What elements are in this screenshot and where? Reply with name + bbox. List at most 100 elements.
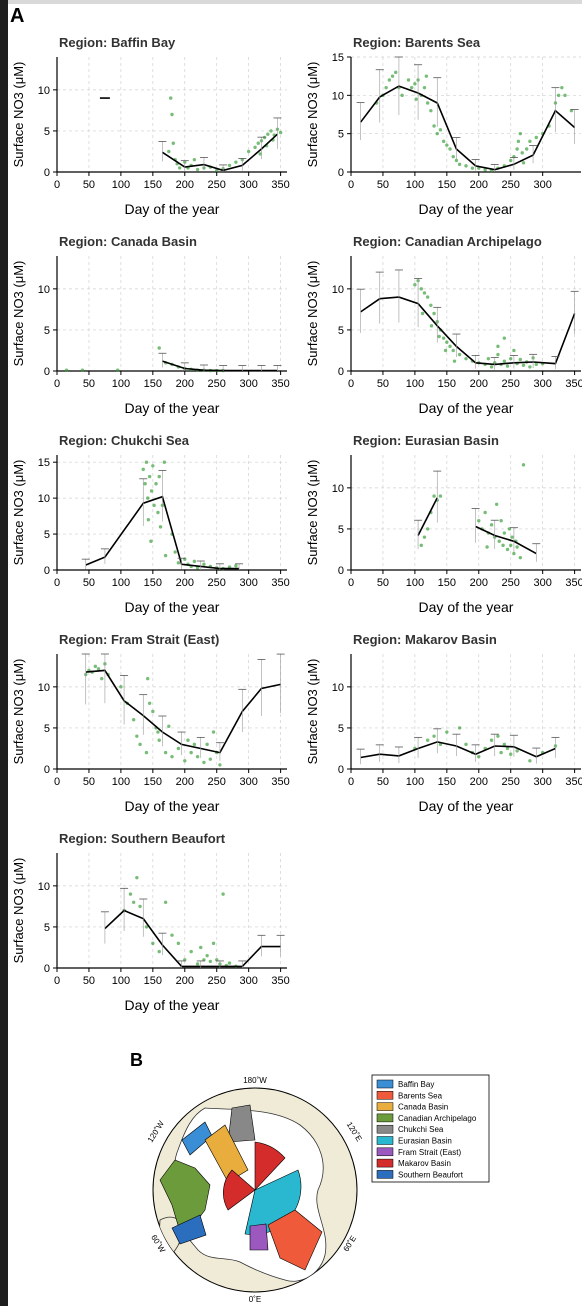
data-point <box>135 734 139 738</box>
x-tick-label: 350 <box>565 577 582 589</box>
data-point <box>424 74 429 78</box>
x-tick-label: 300 <box>239 975 257 987</box>
chart-title: Region: Fram Strait (East) <box>59 632 219 647</box>
data-point <box>227 163 232 168</box>
data-point <box>218 763 222 767</box>
data-point <box>170 754 174 759</box>
x-tick-label: 300 <box>239 378 257 390</box>
x-tick-label: 200 <box>176 577 194 589</box>
y-tick-label: 0 <box>44 366 50 378</box>
data-point <box>246 149 251 154</box>
data-point <box>390 74 395 78</box>
data-point <box>146 517 151 522</box>
x-tick-label: 200 <box>470 776 488 788</box>
x-tick-label: 350 <box>565 378 582 390</box>
data-point <box>115 368 120 372</box>
data-point <box>521 161 526 165</box>
data-point <box>186 738 190 742</box>
x-tick-label: 150 <box>438 577 456 589</box>
data-point <box>437 334 441 339</box>
y-tick-label: 0 <box>44 764 50 776</box>
data-point <box>534 362 538 367</box>
y-axis-label: Surface NO3 (μM) <box>11 858 26 964</box>
x-tick-label: 300 <box>533 776 551 788</box>
x-axis-label: Day of the year <box>419 400 514 416</box>
x-axis-label: Day of the year <box>125 997 220 1013</box>
data-point <box>406 78 411 82</box>
y-tick-label: 10 <box>332 90 344 102</box>
data-point <box>253 145 257 150</box>
y-tick-label: 15 <box>38 457 50 469</box>
data-point <box>400 93 404 98</box>
data-point <box>131 900 136 904</box>
data-point <box>489 523 494 527</box>
legend-swatch-fram-strait-east <box>376 1147 394 1157</box>
data-point <box>202 760 206 765</box>
data-point <box>144 925 149 929</box>
region-fram-strait-east <box>249 1223 269 1251</box>
data-point <box>157 474 161 479</box>
arctic-map: 180˚W 0˚E 120˚W 60˚W 120˚E 60˚E <box>146 1076 364 1304</box>
x-tick-label: 50 <box>377 577 389 589</box>
data-point <box>163 900 168 904</box>
data-point <box>505 364 510 368</box>
data-point <box>387 78 392 82</box>
data-point <box>528 759 532 763</box>
data-point <box>167 724 171 728</box>
data-point <box>151 941 155 946</box>
x-tick-label: 100 <box>112 577 130 589</box>
chart-region-fram-strait-east: Region: Fram Strait (East)0 50 100 150 200 25… <box>11 632 290 814</box>
points <box>167 96 283 173</box>
x-tick-label: 200 <box>470 577 488 589</box>
legend-label-southern-beaufort: Southern Beaufort <box>398 1170 464 1179</box>
x-tick-label: 50 <box>377 179 389 191</box>
data-point <box>149 489 154 493</box>
x-tick-label: 150 <box>438 776 456 788</box>
y-tick-label: 5 <box>44 529 50 541</box>
y-tick-label: 10 <box>38 85 50 97</box>
legend-label-barents-sea: Barents Sea <box>398 1091 443 1100</box>
x-tick-label: 150 <box>438 179 456 191</box>
y-tick-label: 5 <box>44 723 50 735</box>
data-point <box>195 754 200 759</box>
mean-line <box>360 296 576 366</box>
data-point <box>176 941 181 946</box>
data-point <box>425 101 430 105</box>
x-tick-label: 0 <box>348 179 354 191</box>
data-point <box>438 128 443 132</box>
chart-title: Region: Eurasian Basin <box>353 433 499 448</box>
x-tick-label: 300 <box>239 577 257 589</box>
map-legend: Baffin Bay Barents Sea Canada Basin Canadia… <box>371 1074 490 1183</box>
data-point <box>510 535 514 539</box>
data-point <box>278 130 283 135</box>
region-southern-beaufort <box>171 1214 207 1245</box>
data-point <box>509 356 513 361</box>
legend-swatch-chukchi-sea <box>376 1124 394 1134</box>
y-tick-label: 5 <box>44 325 50 337</box>
region-barents-sea <box>267 1209 323 1271</box>
legend-swatch-canada-basin <box>376 1102 394 1111</box>
data-point <box>199 945 203 950</box>
data-point <box>464 742 468 747</box>
data-point <box>189 949 193 954</box>
legend-swatch-canadian-archipelago <box>376 1113 394 1123</box>
x-tick-label: 250 <box>208 378 226 390</box>
legend-swatch-barents-sea <box>376 1091 394 1100</box>
data-point <box>234 563 238 568</box>
points <box>419 463 526 560</box>
x-tick-label: 300 <box>239 776 257 788</box>
panel-a-label: A <box>10 5 25 27</box>
x-axis-label: Day of the year <box>419 599 514 615</box>
x-tick-label: 150 <box>144 975 162 987</box>
y-axis-label: Surface NO3 (μM) <box>305 62 320 168</box>
data-point <box>266 132 270 136</box>
x-tick-label: 300 <box>533 179 551 191</box>
data-point <box>176 746 181 751</box>
data-point <box>563 93 567 98</box>
x-axis-label: Day of the year <box>125 400 220 416</box>
legend-label-eurasian-basin: Eurasian Basin <box>398 1137 452 1146</box>
